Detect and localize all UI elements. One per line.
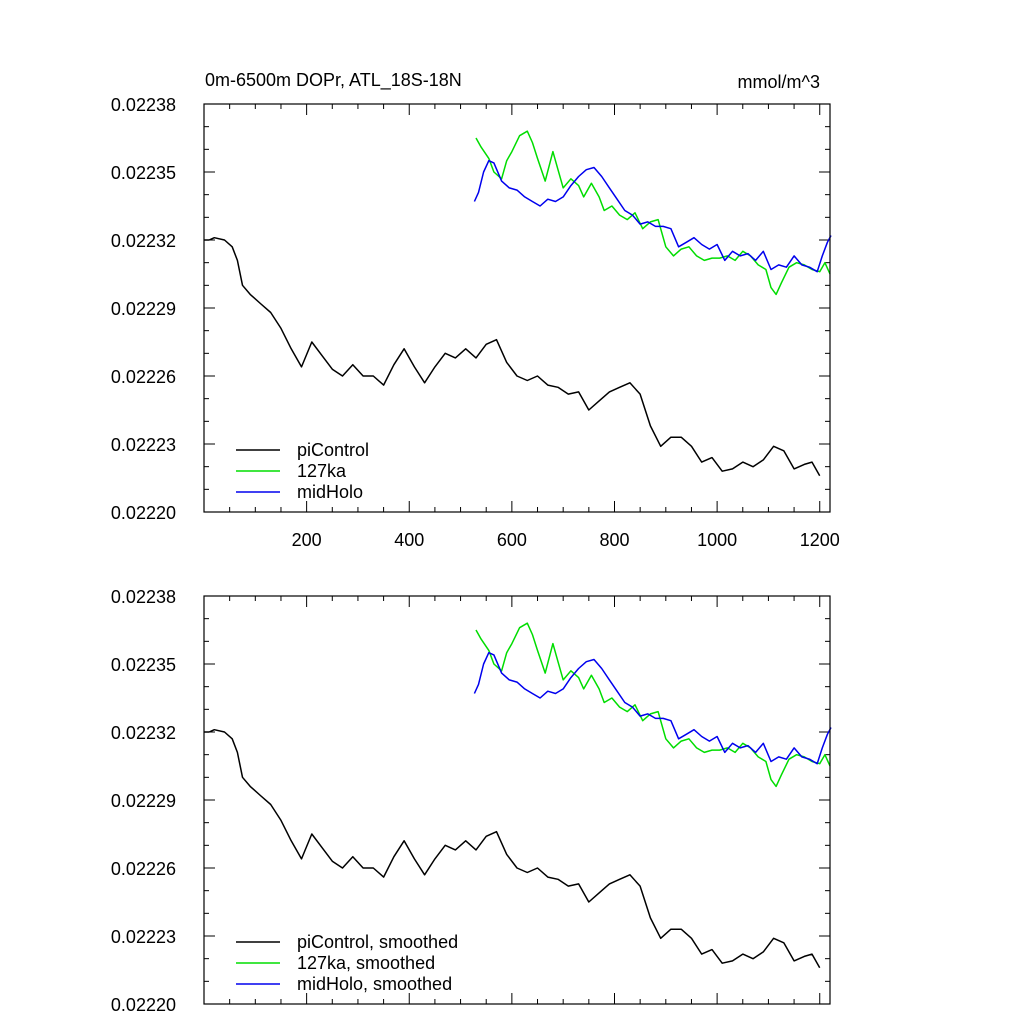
- y-tick-label: 0.02235: [111, 655, 176, 675]
- x-tick-label: 200: [292, 530, 322, 550]
- legend-label: 127ka, smoothed: [297, 953, 435, 973]
- y-tick-label: 0.02226: [111, 367, 176, 387]
- legend-label: 127ka: [297, 461, 347, 481]
- bottom-x-axis: [229, 596, 821, 1004]
- legend-label: midHolo, smoothed: [297, 974, 452, 994]
- top-plot-frame: [203, 103, 831, 513]
- top-plot-lines: [204, 130, 832, 477]
- y-tick-label: 0.02223: [111, 927, 176, 947]
- series-line-127ka: [475, 130, 831, 296]
- series-line-picontrol: [204, 236, 821, 477]
- top-panel: 0.02238 0.02235 0.02232 0.02229 0.02226 0.022…: [111, 95, 840, 550]
- bottom-plot-lines: [204, 622, 832, 969]
- units-label: mmol/m^3: [738, 72, 820, 92]
- x-tick-label: 1200: [800, 530, 840, 550]
- legend-label: piControl, smoothed: [297, 932, 458, 952]
- y-tick-label: 0.02220: [111, 503, 176, 523]
- top-x-axis: 200 400 600 800 1000 1200: [229, 104, 840, 550]
- y-tick-label: 0.02229: [111, 299, 176, 319]
- y-tick-label: 0.02220: [111, 995, 176, 1015]
- x-tick-label: 800: [599, 530, 629, 550]
- y-tick-label: 0.02238: [111, 587, 176, 607]
- series-line-picontrol: [204, 728, 821, 969]
- legend-label: midHolo: [297, 482, 363, 502]
- top-y-axis: 0.02238 0.02235 0.02232 0.02229 0.02226 0.022…: [111, 95, 830, 523]
- y-tick-label: 0.02223: [111, 435, 176, 455]
- y-tick-label: 0.02238: [111, 95, 176, 115]
- x-tick-label: 600: [497, 530, 527, 550]
- bottom-plot-frame: [203, 595, 831, 1005]
- series-line-midholo: [473, 651, 832, 765]
- series-line-127ka: [475, 622, 831, 788]
- y-tick-label: 0.02226: [111, 859, 176, 879]
- chart-title: 0m-6500m DOPr, ATL_18S-18N: [205, 70, 462, 91]
- series-line-midholo: [473, 159, 832, 273]
- y-tick-label: 0.02229: [111, 791, 176, 811]
- bottom-panel: 0.02238 0.02235 0.02232 0.02229 0.02226 0.022…: [111, 587, 832, 1015]
- x-tick-label: 1000: [697, 530, 737, 550]
- x-tick-label: 400: [394, 530, 424, 550]
- legend-label: piControl: [297, 440, 369, 460]
- y-tick-label: 0.02232: [111, 723, 176, 743]
- bottom-y-axis: 0.02238 0.02235 0.02232 0.02229 0.02226 0.022…: [111, 587, 830, 1015]
- y-tick-label: 0.02235: [111, 163, 176, 183]
- y-tick-label: 0.02232: [111, 231, 176, 251]
